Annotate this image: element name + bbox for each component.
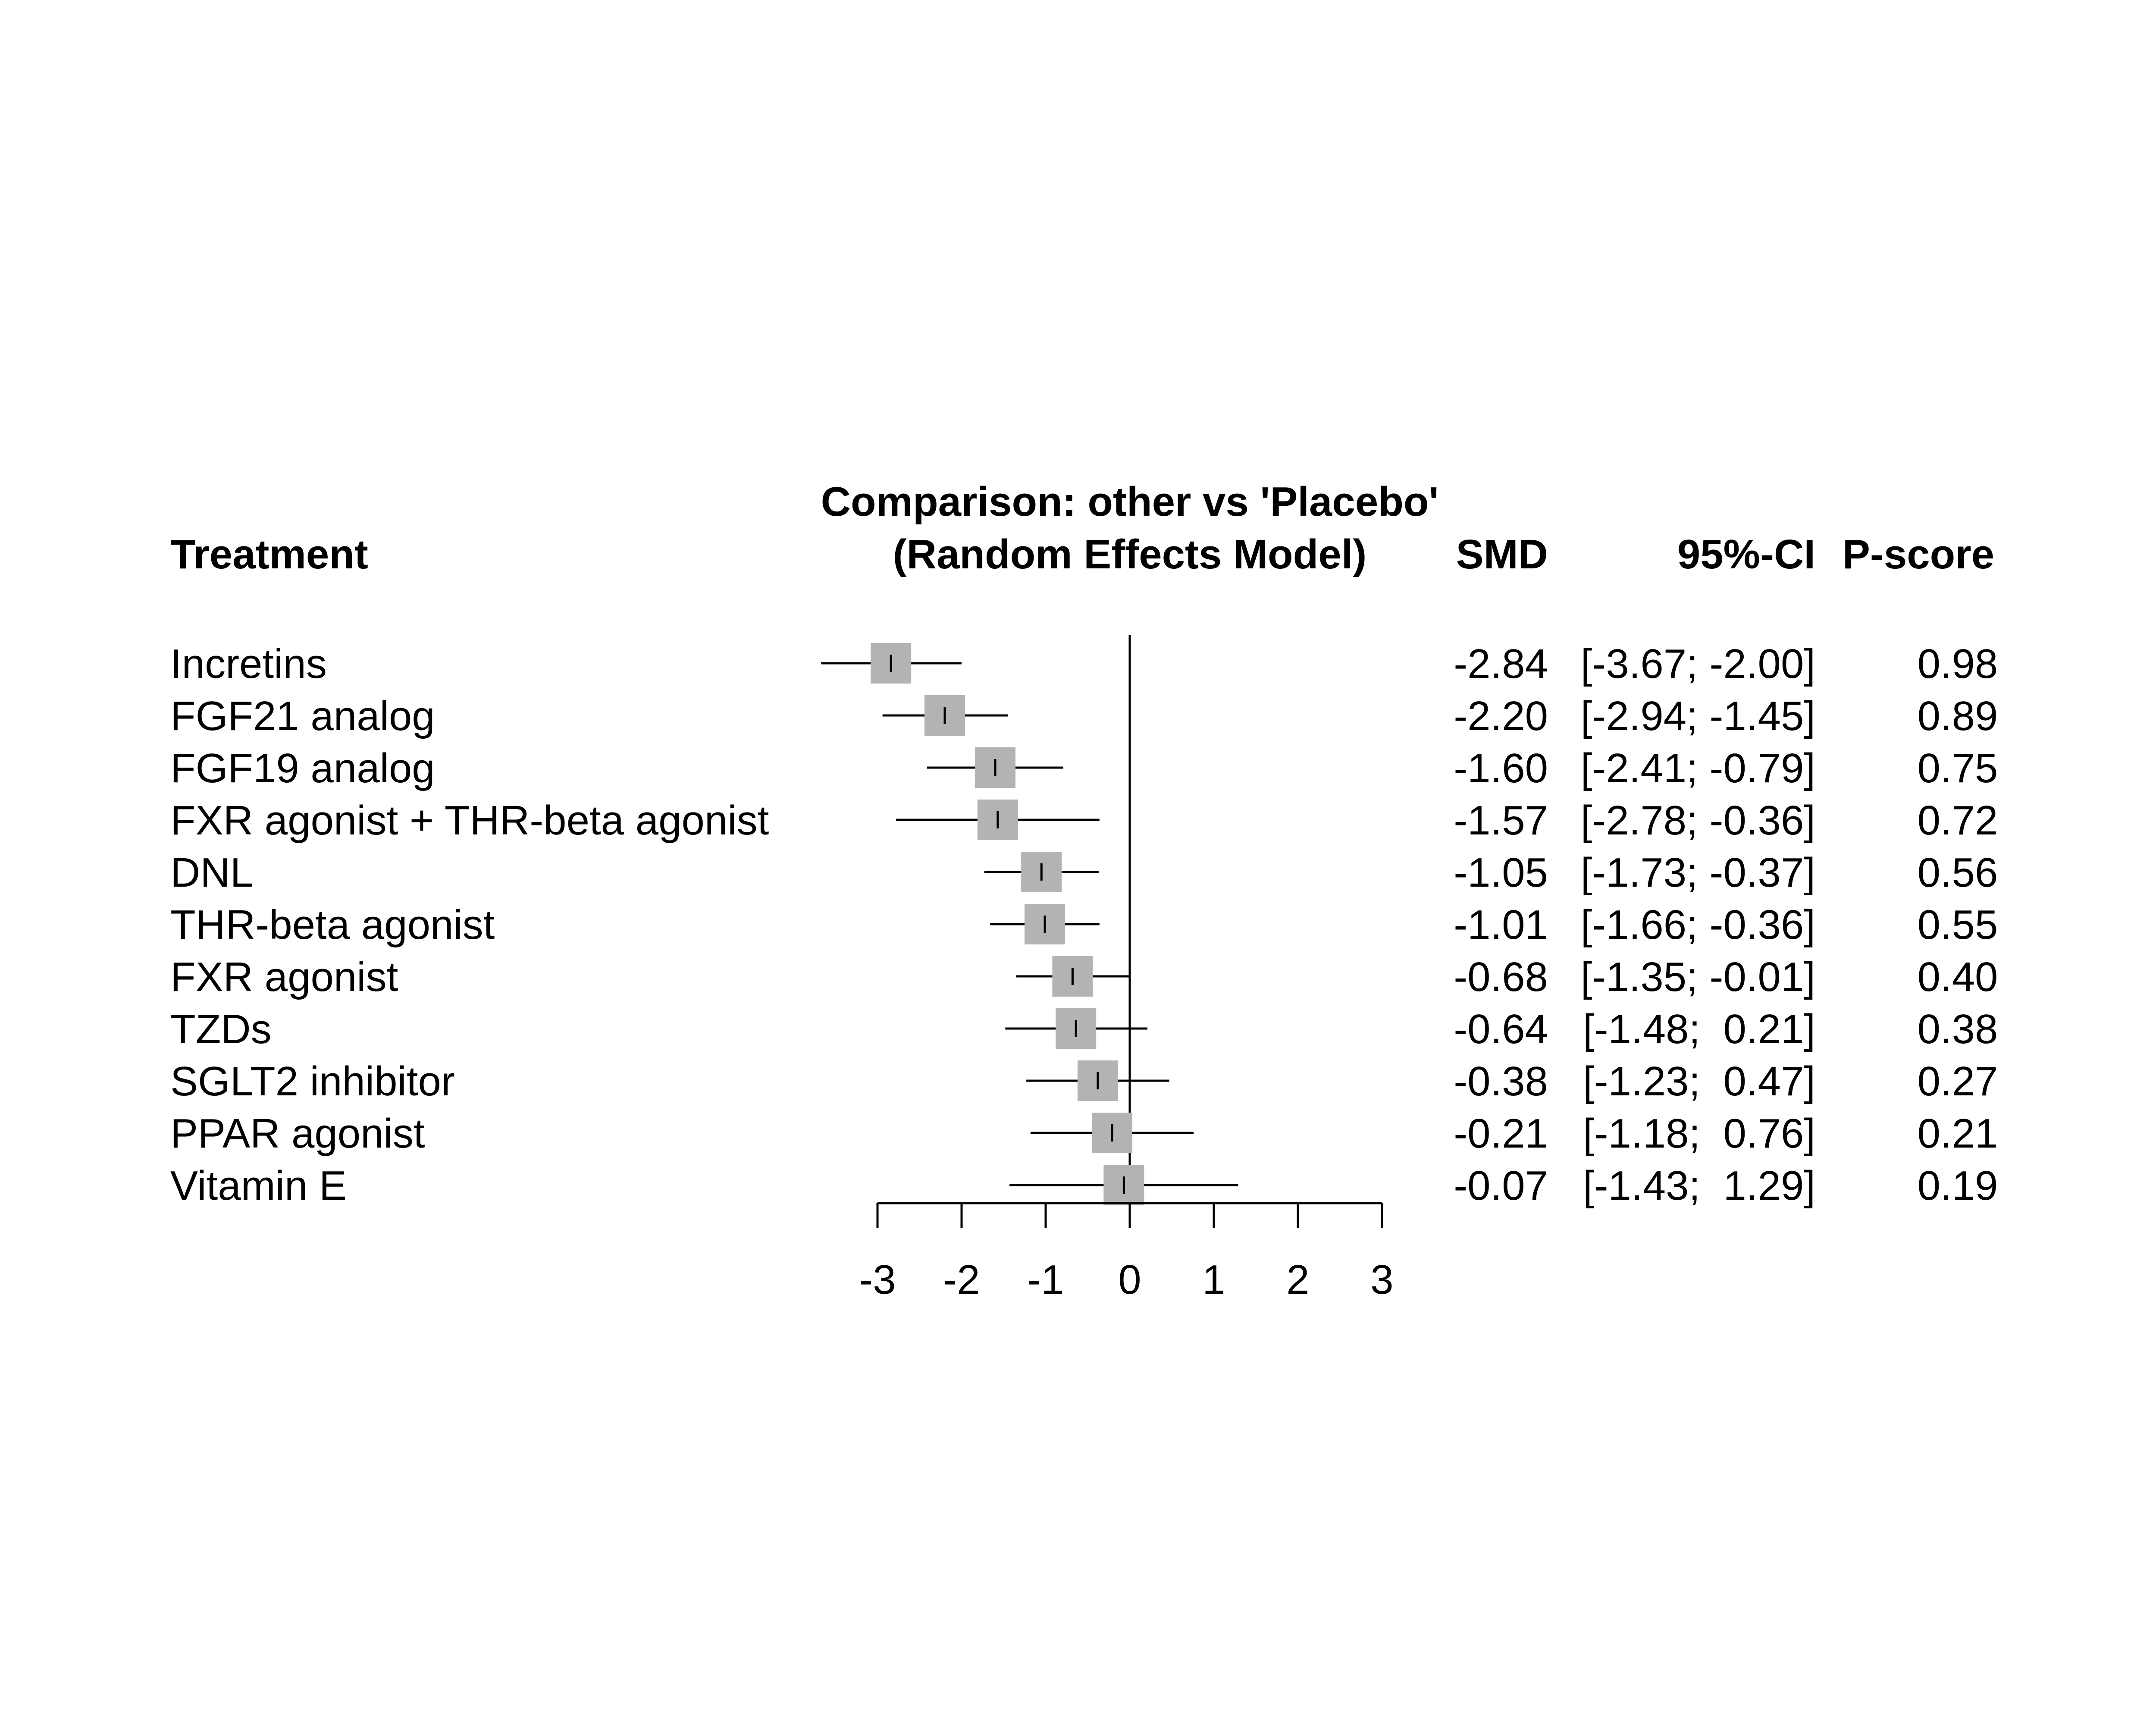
smd-value: -0.68 [1454,954,1548,1000]
forest-row: Incretins -2.84 [-3.67; -2.00] 0.98 [170,641,1998,687]
pscore-value: 0.27 [1918,1058,1998,1104]
treatment-header: Treatment [170,531,368,577]
treatment-label: TZDs [170,1006,272,1052]
chart-subtitle: (Random Effects Model) [893,531,1367,577]
smd-value: -0.07 [1454,1163,1548,1209]
forest-row: DNL -1.05 [-1.73; -0.37] 0.56 [170,850,1998,896]
x-tick-label: 3 [1370,1257,1393,1303]
ci-value: [-1.35; -0.01] [1581,954,1815,1000]
smd-value: -0.64 [1454,1006,1548,1052]
x-tick-label: -1 [1027,1257,1064,1303]
forest-row: PPAR agonist -0.21 [-1.18; 0.76] 0.21 [170,1110,1998,1157]
pscore-header: P-score [1843,531,1994,577]
ci-value: [-3.67; -2.00] [1581,641,1815,687]
ci-value: [-2.78; -0.36] [1581,797,1815,844]
ci-value: [-1.73; -0.37] [1581,850,1815,896]
forest-row: FGF19 analog -1.60 [-2.41; -0.79] 0.75 [170,745,1998,791]
ci-value: [-2.41; -0.79] [1581,745,1815,791]
forest-row: Vitamin E -0.07 [-1.43; 1.29] 0.19 [170,1163,1998,1209]
pscore-value: 0.38 [1918,1006,1998,1052]
treatment-label: Incretins [170,641,327,687]
pscore-value: 0.98 [1918,641,1998,687]
treatment-label: FGF21 analog [170,693,435,739]
ci-value: [-2.94; -1.45] [1581,693,1815,739]
x-tick-label: -2 [943,1257,980,1303]
ci-value: [-1.23; 0.47] [1583,1058,1815,1104]
pscore-value: 0.55 [1918,902,1998,948]
smd-value: -2.84 [1454,641,1548,687]
x-tick-label: 1 [1202,1257,1225,1303]
smd-value: -0.21 [1454,1110,1548,1157]
pscore-value: 0.56 [1918,850,1998,896]
forest-row: FXR agonist -0.68 [-1.35; -0.01] 0.40 [170,954,1998,1000]
treatment-label: SGLT2 inhibitor [170,1058,455,1104]
forest-row: FGF21 analog -2.20 [-2.94; -1.45] 0.89 [170,693,1998,739]
pscore-value: 0.19 [1918,1163,1998,1209]
treatment-label: FXR agonist + THR-beta agonist [170,797,769,844]
pscore-value: 0.89 [1918,693,1998,739]
smd-header: SMD [1456,531,1548,577]
forest-row: SGLT2 inhibitor -0.38 [-1.23; 0.47] 0.27 [170,1058,1998,1104]
smd-value: -1.57 [1454,797,1548,844]
treatment-label: THR-beta agonist [170,902,495,948]
ci-value: [-1.18; 0.76] [1583,1110,1815,1157]
pscore-value: 0.72 [1918,797,1998,844]
smd-value: -1.60 [1454,745,1548,791]
pscore-value: 0.21 [1918,1110,1998,1157]
ci-value: [-1.48; 0.21] [1583,1006,1815,1052]
forest-rows: Incretins -2.84 [-3.67; -2.00] 0.98 FGF21 an… [170,635,1998,1211]
ci-value: [-1.66; -0.36] [1581,902,1815,948]
treatment-label: DNL [170,850,253,896]
smd-value: -2.20 [1454,693,1548,739]
pscore-value: 0.40 [1918,954,1998,1000]
smd-value: -0.38 [1454,1058,1548,1104]
treatment-label: Vitamin E [170,1163,347,1209]
x-tick-label: -3 [859,1257,896,1303]
forest-row: TZDs -0.64 [-1.48; 0.21] 0.38 [170,1006,1998,1052]
smd-value: -1.05 [1454,850,1548,896]
x-tick-label: 2 [1286,1257,1309,1303]
treatment-label: PPAR agonist [170,1110,425,1157]
x-axis: -3 -2 -1 0 1 2 3 [859,1202,1394,1303]
ci-header: 95%-CI [1677,531,1815,577]
forest-row: FXR agonist + THR-beta agonist -1.57 [-2.7… [170,797,1998,844]
ci-value: [-1.43; 1.29] [1583,1163,1815,1209]
smd-value: -1.01 [1454,902,1548,948]
x-tick-label: 0 [1118,1257,1141,1303]
treatment-label: FXR agonist [170,954,398,1000]
treatment-label: FGF19 analog [170,745,435,791]
pscore-value: 0.75 [1918,745,1998,791]
chart-title: Comparison: other vs 'Placebo' [821,479,1439,525]
forest-row: THR-beta agonist -1.01 [-1.66; -0.36] 0.55 [170,902,1998,948]
